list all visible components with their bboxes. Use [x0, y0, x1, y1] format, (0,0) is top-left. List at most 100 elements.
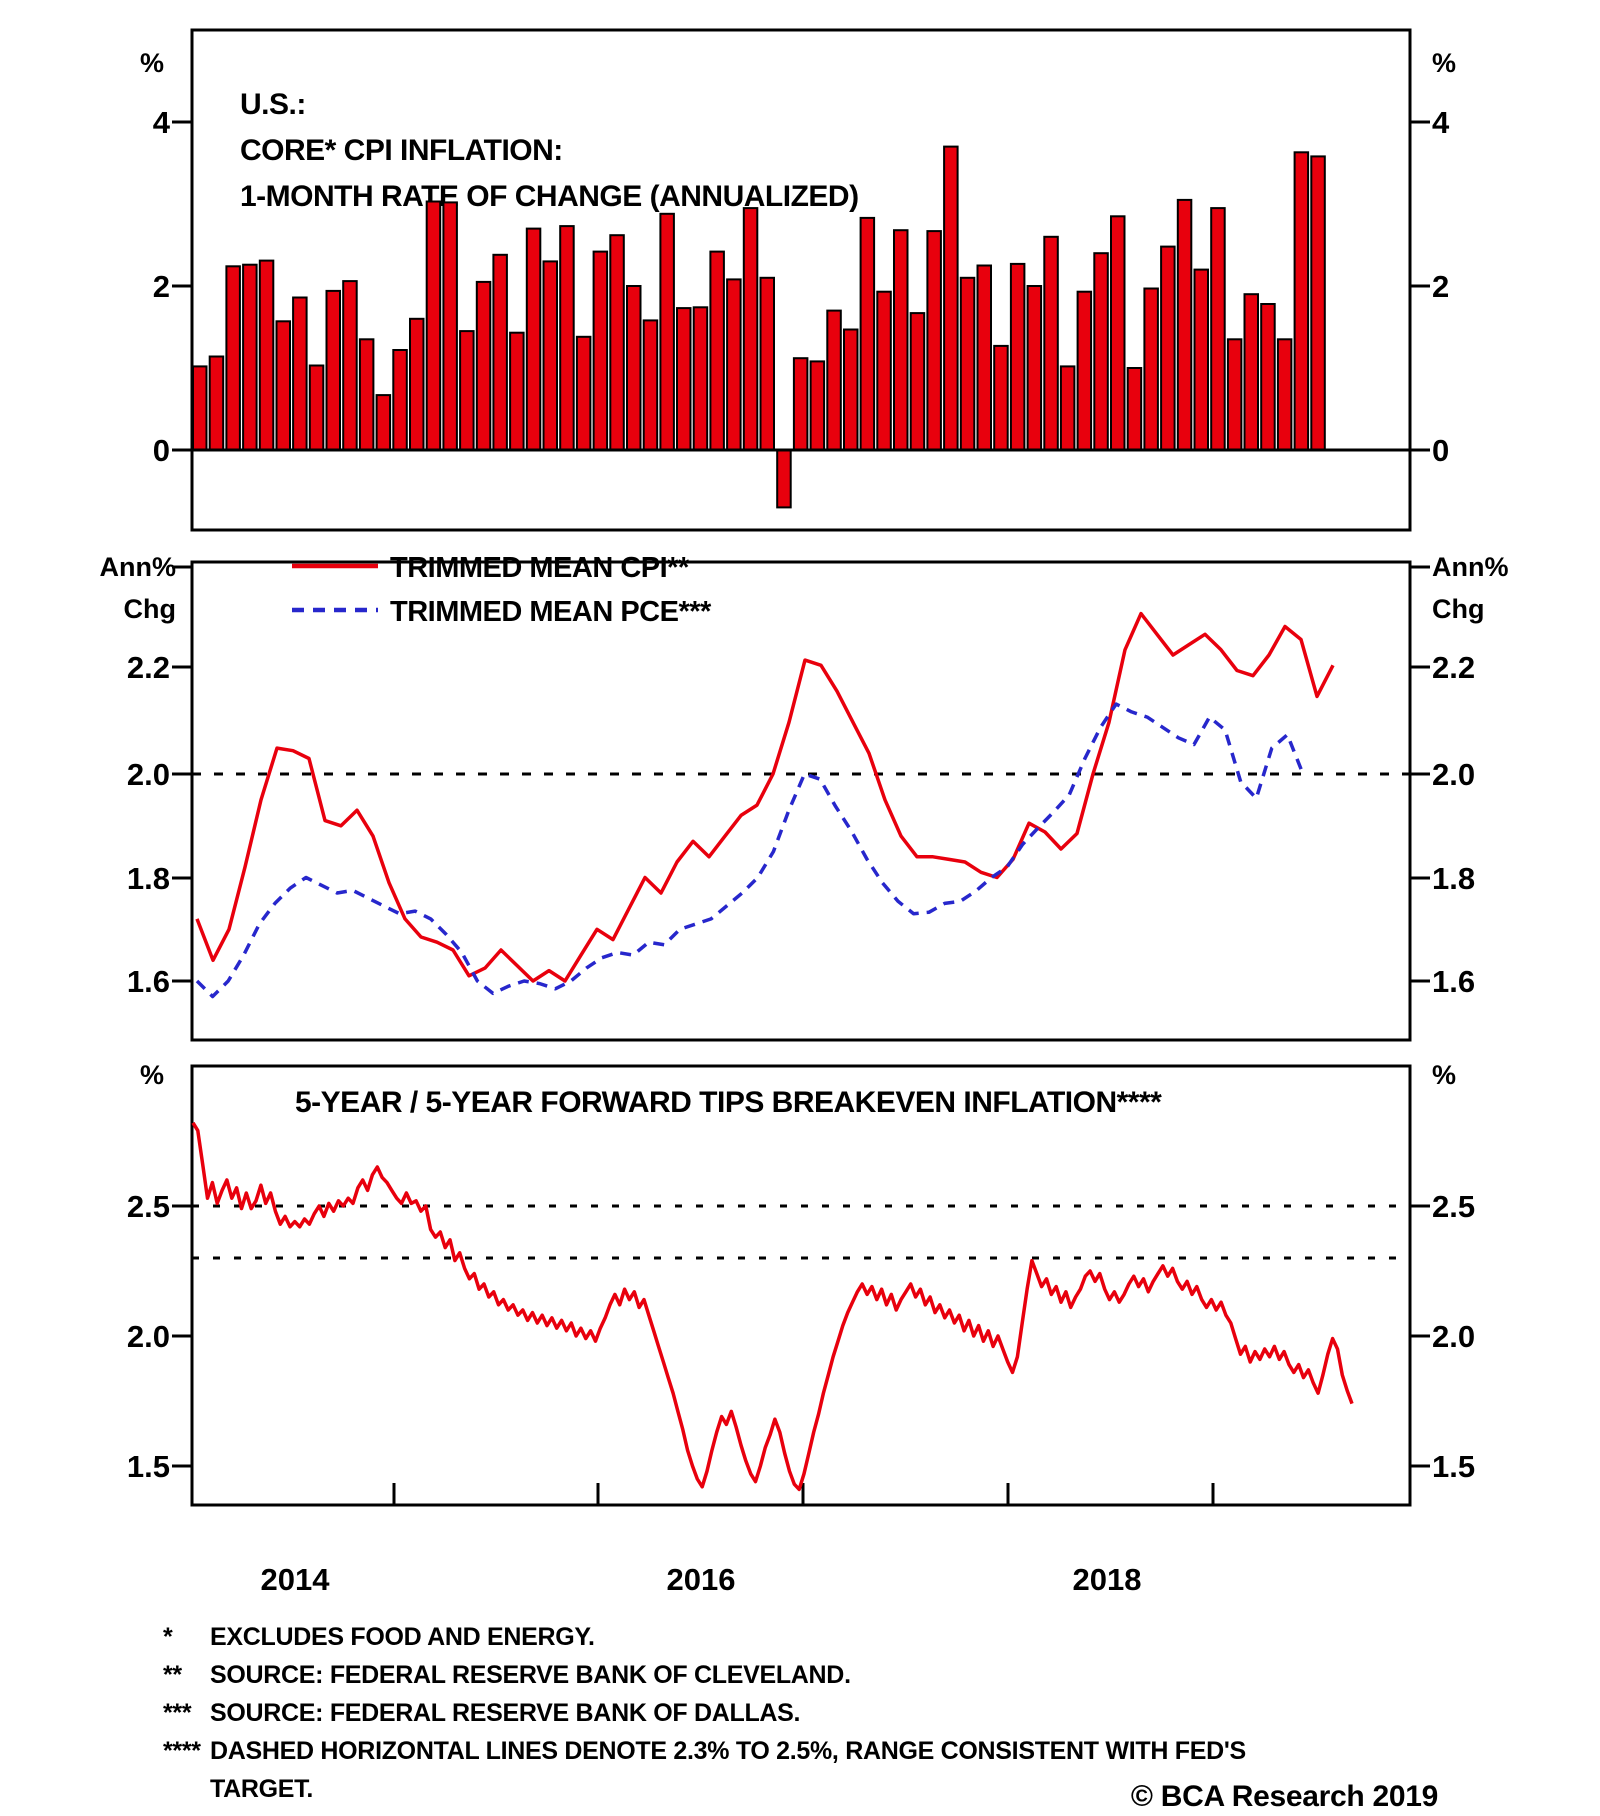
p3-ylabel-20-left: 2.0	[127, 1319, 170, 1354]
core-cpi-bar	[592, 250, 609, 451]
core-cpi-bar	[1210, 207, 1226, 451]
core-cpi-bar	[559, 225, 575, 451]
core-cpi-bar	[1126, 367, 1143, 451]
core-cpi-bar	[392, 349, 408, 451]
core-cpi-bar	[843, 328, 859, 451]
p2-ylabel-20-right: 2.0	[1432, 757, 1475, 792]
core-cpi-bar	[275, 320, 291, 451]
p1-title-line1: U.S.:	[240, 88, 306, 121]
core-cpi-bar	[809, 360, 826, 451]
core-cpi-bar	[509, 331, 525, 452]
p2-ylabel-18-left: 1.8	[127, 861, 170, 896]
core-cpi-bar	[1009, 262, 1026, 451]
core-cpi-bar	[242, 263, 258, 452]
core-cpi-bar	[1310, 155, 1326, 451]
p1-ylabel-4-left: 4	[153, 105, 171, 140]
p1-ylabel-2-right: 2	[1432, 269, 1449, 304]
footnotes: * EXCLUDES FOOD AND ENERGY. ** SOURCE: F…	[163, 1623, 1438, 1813]
core-cpi-bar	[358, 338, 375, 451]
x-label-2018: 2018	[1073, 1562, 1142, 1597]
p3-fed-target-band-lines	[192, 1204, 1410, 1260]
core-cpi-bar	[1143, 287, 1159, 451]
core-cpi-bar	[459, 330, 475, 452]
panel1-border	[190, 28, 1412, 532]
footnote-1-marker: *	[163, 1623, 173, 1651]
core-cpi-bar	[659, 212, 675, 451]
p3-ylabel-25-right: 2.5	[1432, 1189, 1475, 1224]
core-cpi-bar	[1276, 338, 1293, 451]
core-cpi-bar	[475, 280, 492, 451]
tips-breakeven-line	[191, 1121, 1354, 1492]
core-cpi-bar	[692, 306, 709, 451]
core-cpi-bar	[1176, 198, 1193, 451]
core-cpi-bar	[225, 265, 241, 451]
core-cpi-bar	[442, 201, 458, 451]
trimmed-mean-pce-line	[195, 702, 1305, 999]
core-cpi-bar	[959, 276, 976, 451]
p2-ylabel-16-right: 1.6	[1432, 964, 1475, 999]
core-cpi-bar	[1160, 245, 1176, 451]
p2-ylabel-20-left: 2.0	[127, 757, 170, 792]
p2-unit-left-line1: Ann%	[100, 552, 177, 582]
p3-ylabel-15-right: 1.5	[1432, 1449, 1475, 1484]
p2-unit-right-line1: Ann%	[1432, 552, 1509, 582]
core-cpi-bar	[1243, 293, 1259, 452]
p2-unit-left-line2: Chg	[124, 594, 176, 624]
p2-ylabel-22-left: 2.2	[127, 650, 170, 685]
core-cpi-bar	[1093, 252, 1109, 451]
p2-unit-right-line2: Chg	[1432, 594, 1484, 624]
core-cpi-bar	[1076, 290, 1093, 452]
core-cpi-bar	[1059, 365, 1076, 451]
p3-unit-left: %	[140, 1060, 164, 1090]
core-cpi-bar	[1260, 303, 1276, 451]
panel-trimmed-mean: Ann% Chg Ann% Chg 2.2 2.0 1.8 1.6 2.2 2.…	[100, 552, 1509, 1042]
core-cpi-bar	[776, 449, 792, 509]
p1-unit-left: %	[140, 48, 164, 78]
footnote-4-text: DASHED HORIZONTAL LINES DENOTE 2.3% TO 2…	[210, 1737, 1246, 1765]
p1-ylabel-0-left: 0	[153, 433, 170, 468]
core-cpi-bar	[876, 290, 892, 452]
panel3-border	[190, 1064, 1412, 1507]
panel-core-cpi: % % 4 2 0 4 2 0 U.S.: CORE* CPI INFLATIO…	[140, 28, 1456, 532]
core-cpi-bar	[525, 227, 542, 451]
core-cpi-bar	[826, 309, 842, 451]
footnote-3-marker: ***	[163, 1699, 192, 1727]
core-cpi-bar	[609, 234, 625, 451]
core-cpi-bar	[292, 296, 308, 451]
core-cpi-bar	[909, 312, 926, 451]
panel2-border	[190, 560, 1412, 1042]
core-cpi-bar	[792, 357, 809, 452]
p2-ylabel-16-left: 1.6	[127, 964, 170, 999]
footnote-4-marker: ****	[163, 1737, 201, 1765]
core-cpi-bar	[759, 276, 775, 451]
core-cpi-bar	[1226, 338, 1243, 451]
p1-ylabel-2-left: 2	[153, 269, 170, 304]
core-cpi-bar	[709, 250, 725, 451]
copyright: © BCA Research 2019	[1131, 1780, 1438, 1813]
core-cpi-bar	[642, 319, 659, 451]
core-cpi-bar	[943, 145, 959, 451]
core-cpi-bar	[676, 307, 692, 451]
footnote-2-text: SOURCE: FEDERAL RESERVE BANK OF CLEVELAN…	[210, 1661, 851, 1689]
core-cpi-bar	[993, 344, 1009, 451]
footnote-2-marker: **	[163, 1661, 182, 1689]
core-cpi-bar	[893, 229, 909, 451]
p1-unit-right: %	[1432, 48, 1456, 78]
footnote-4-text-cont: TARGET.	[210, 1775, 313, 1803]
core-cpi-bar	[859, 216, 876, 451]
p3-unit-right: %	[1432, 1060, 1456, 1090]
footnote-3-text: SOURCE: FEDERAL RESERVE BANK OF DALLAS.	[210, 1699, 800, 1727]
x-label-2014: 2014	[261, 1562, 331, 1597]
core-cpi-bar	[926, 230, 942, 451]
core-cpi-bar	[742, 207, 759, 451]
p2-ylabel-22-right: 2.2	[1432, 650, 1475, 685]
core-cpi-bar	[492, 253, 508, 451]
core-cpi-bar	[1193, 268, 1209, 451]
core-cpi-bar	[208, 355, 225, 451]
p1-ylabel-0-right: 0	[1432, 433, 1449, 468]
legend-pce-label: TRIMMED MEAN PCE***	[390, 596, 712, 628]
core-cpi-bar	[1110, 215, 1126, 451]
core-cpi-bar	[308, 364, 325, 451]
